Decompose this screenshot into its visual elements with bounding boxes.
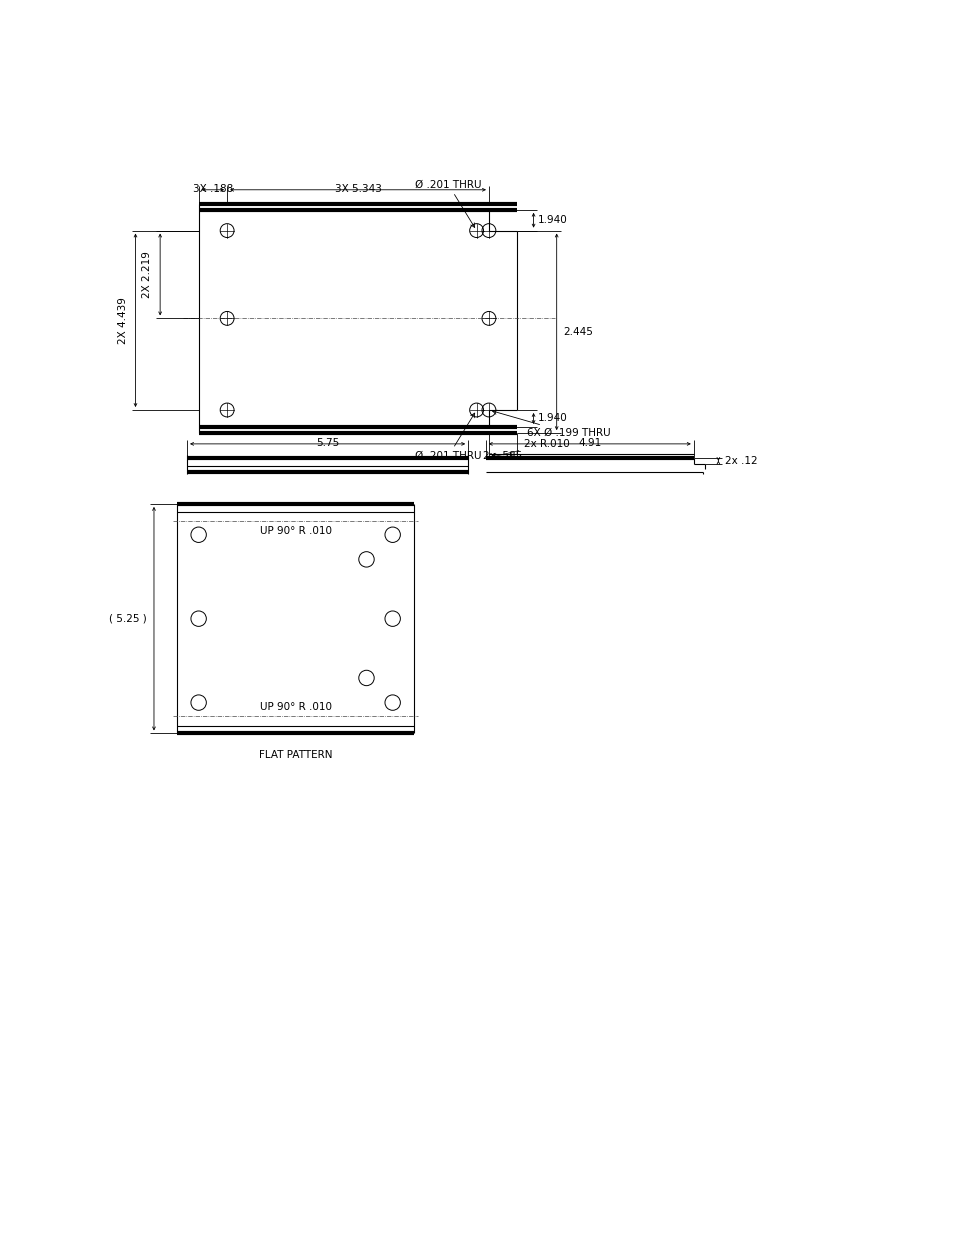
Text: 6X Ø .199 THRU: 6X Ø .199 THRU <box>492 410 611 438</box>
Text: 3X .188: 3X .188 <box>193 184 233 194</box>
Text: 2x R.010: 2x R.010 <box>492 438 570 458</box>
Text: 5.75: 5.75 <box>315 437 339 448</box>
Text: 2X 4.439: 2X 4.439 <box>117 296 128 343</box>
Text: 1.940: 1.940 <box>537 215 567 225</box>
Text: Ø .201 THRU: Ø .201 THRU <box>415 414 481 461</box>
Text: 1.940: 1.940 <box>537 414 567 424</box>
Text: Ø .201 THRU: Ø .201 THRU <box>415 179 481 227</box>
Text: FLAT PATTERN: FLAT PATTERN <box>258 751 332 761</box>
Text: 2.445: 2.445 <box>562 327 592 337</box>
Text: 2X 2.219: 2X 2.219 <box>142 251 152 298</box>
Text: 4.91: 4.91 <box>578 437 600 448</box>
Text: 2x .12: 2x .12 <box>723 456 757 466</box>
Text: 2x .585: 2x .585 <box>482 451 522 461</box>
Text: 3X 5.343: 3X 5.343 <box>335 184 381 194</box>
Text: ( 5.25 ): ( 5.25 ) <box>109 614 146 624</box>
Text: UP 90° R .010: UP 90° R .010 <box>259 526 332 536</box>
Text: UP 90° R .010: UP 90° R .010 <box>259 701 332 711</box>
